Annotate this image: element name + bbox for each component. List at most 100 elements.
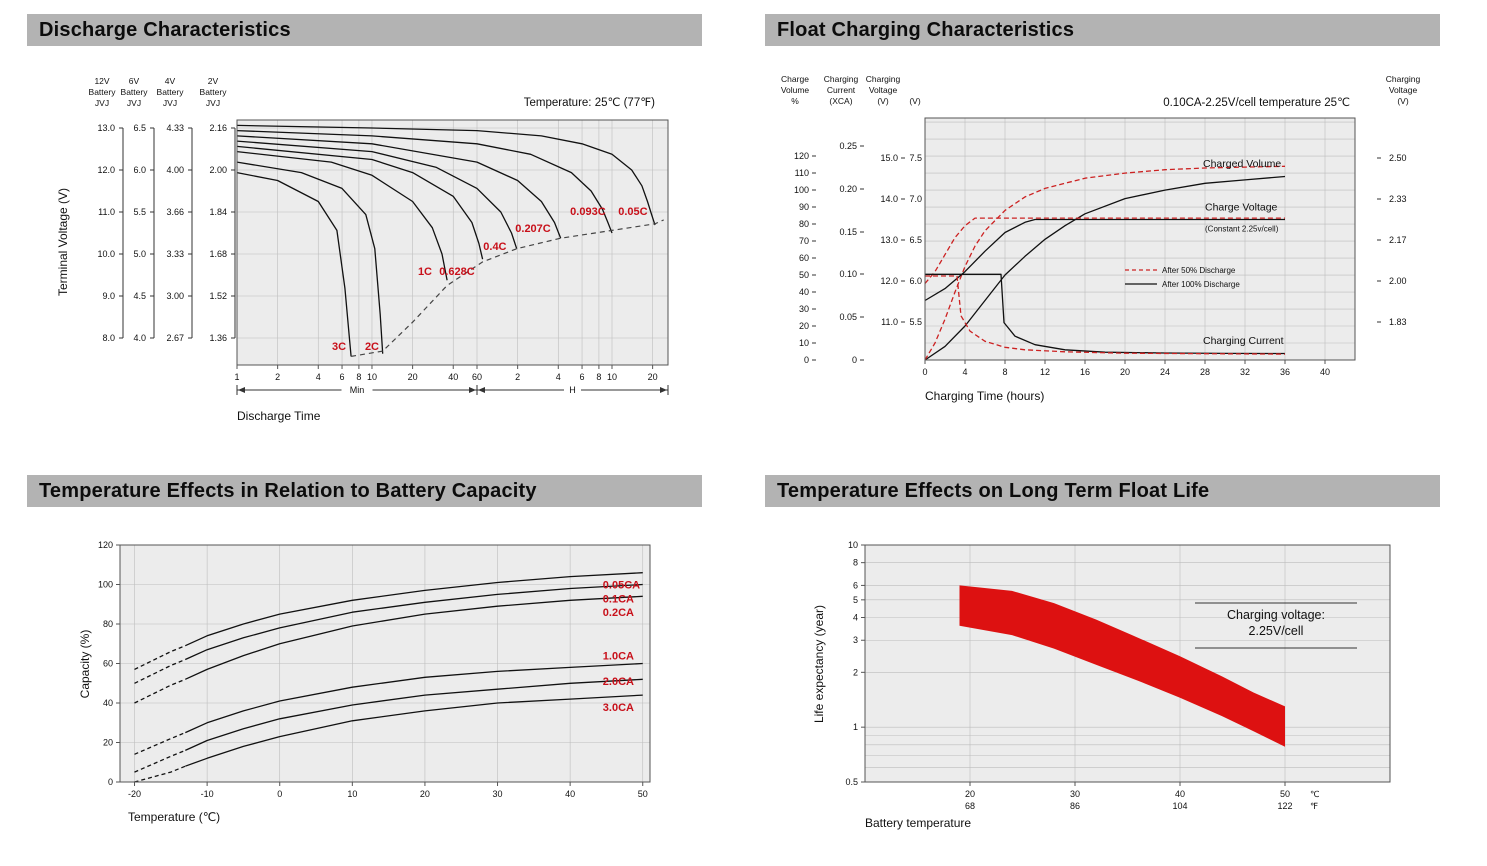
x-tick-label: 36 [1280, 367, 1290, 377]
series-charged-volume-100 [924, 175, 1286, 361]
series-3.0CA [185, 694, 643, 767]
panel-float-charging: Float Charging Characteristics 0 4 8 12 16 20… [765, 14, 1440, 458]
series-charging-current-100 [925, 273, 1286, 355]
axis-column-header: (XCA) [829, 96, 852, 106]
dimension-arrow [660, 387, 667, 393]
x-tick-label: 24 [1160, 367, 1170, 377]
plot-area [925, 118, 1355, 360]
x-tick-label: 4 [556, 372, 561, 382]
dimension-label-bg [341, 384, 373, 396]
axis-column-label: 1.84 [209, 207, 227, 217]
axis-column-header: Voltage [869, 85, 898, 95]
axis-column-header: Battery [89, 87, 117, 97]
series-0.05CA-ext [134, 645, 186, 670]
x-axis-title: Battery temperature [865, 816, 971, 830]
axis-column-label: 60 [799, 253, 809, 263]
axis-column-label: 1.83 [1389, 317, 1407, 327]
dimension-arrow [238, 387, 245, 393]
y-tick-label: 80 [103, 619, 113, 629]
plot-frame [864, 544, 1391, 783]
temperature-note: Temperature: 25℃ (77℉) [524, 97, 655, 109]
x-tick-label: 32 [1240, 367, 1250, 377]
x-tick-label: 20 [420, 789, 430, 799]
axis-column-label: 1.36 [209, 333, 227, 343]
axis-column-label: 120 [794, 151, 809, 161]
series-2.0CA [185, 678, 643, 751]
series-0.2CA [185, 595, 643, 680]
axis-column-header: 6V [129, 76, 140, 86]
y-tick-label: 20 [103, 738, 113, 748]
axis-column-header: Volume [781, 85, 810, 95]
axis-column-header: Battery [200, 87, 228, 97]
axis-column-label: 13.0 [880, 235, 898, 245]
axis-column-label: 0.15 [839, 227, 857, 237]
y-tick-label: 8 [853, 558, 858, 568]
axis-column-header: Battery [121, 87, 149, 97]
y-tick-label: 5 [853, 595, 858, 605]
discharge-chart: 1 2 4 6 8 10 20 40 60 2 4 6 8 10 2012VBatteryJVJ13.012… [56, 76, 669, 423]
dimension-arrow [478, 387, 485, 393]
series-2C [236, 161, 384, 354]
axis-column-label: 80 [799, 219, 809, 229]
x-tick-label: 8 [1002, 367, 1007, 377]
panel-title-float-life: Temperature Effects on Long Term Float L… [765, 475, 1440, 507]
panel-temp-capacity: Temperature Effects in Relation to Batte… [27, 475, 702, 857]
y-tick-label: 2 [853, 667, 858, 677]
axis-column-label: 5.5 [909, 317, 922, 327]
axis-column-label: 2.00 [209, 165, 227, 175]
curve-label: 0.628C [439, 266, 475, 278]
x-tick-label: 4 [962, 367, 967, 377]
x-axis-title: Discharge Time [237, 409, 321, 423]
axis-column-label: 9.0 [102, 291, 115, 301]
x-tick-label: 16 [1080, 367, 1090, 377]
axis-column-label: 6.5 [133, 123, 146, 133]
axis-column-label: 4.33 [166, 123, 184, 133]
series-3C [236, 171, 352, 357]
curve-label: 1C [418, 266, 432, 278]
axis-column-label: 6.0 [133, 165, 146, 175]
axis-column-label: 0.20 [839, 184, 857, 194]
axis-column-label: 2.67 [166, 333, 184, 343]
axis-column-label: 2.16 [209, 123, 227, 133]
axis-column-label: 90 [799, 202, 809, 212]
panel-discharge: Discharge Characteristics 1 2 4 6 8 10 20 40 60 2… [27, 14, 702, 458]
axis-column-label: 1.52 [209, 291, 227, 301]
series-charge-voltage-50 [924, 217, 1285, 284]
fahrenheit-unit-label: ℉ [1310, 801, 1318, 811]
axis-column-header: (V) [877, 96, 889, 106]
curve-label: 0.207C [515, 223, 551, 235]
x-tick-label: 10 [367, 372, 377, 382]
x-tick-label: 30 [493, 789, 503, 799]
curve-label: 3C [332, 341, 346, 353]
x-tick-label: 20 [965, 789, 975, 799]
axis-column-header: 2V [208, 76, 219, 86]
series-0.628C [236, 145, 484, 260]
axis-column-label: 4.5 [133, 291, 146, 301]
series-charge-voltage-100 [924, 218, 1285, 302]
axis-column-label: 15.0 [880, 153, 898, 163]
x-tick-label: 6 [340, 372, 345, 382]
curve-label: 2.0CA [603, 676, 634, 688]
x-tick-label: 12 [1040, 367, 1050, 377]
x-tick-label: 50 [638, 789, 648, 799]
x-tick-label: 2 [515, 372, 520, 382]
curve-label: 0.4C [483, 241, 506, 253]
panel-float-life: Temperature Effects on Long Term Float L… [765, 475, 1440, 857]
dimension-arrow [469, 387, 476, 393]
series-cutoff-voltage [351, 219, 664, 357]
series-0.1CA-ext [134, 658, 186, 684]
panel-title-float-charging: Float Charging Characteristics [765, 14, 1440, 46]
y-tick-label: 40 [103, 698, 113, 708]
series-1C [236, 150, 448, 281]
series-3.0CA-ext [134, 765, 186, 783]
axis-column-header: 12V [94, 76, 109, 86]
curve-label: 0.093C [570, 206, 606, 218]
x-tick-label: 10 [607, 372, 617, 382]
y-tick-label: 0.5 [845, 777, 858, 787]
x-tick-label: 40 [1175, 789, 1185, 799]
curve-label: 0.05C [618, 206, 647, 218]
curve-label: 3.0CA [603, 702, 634, 714]
axis-column-label: 2.50 [1389, 153, 1407, 163]
axis-column-label: 2.33 [1389, 194, 1407, 204]
